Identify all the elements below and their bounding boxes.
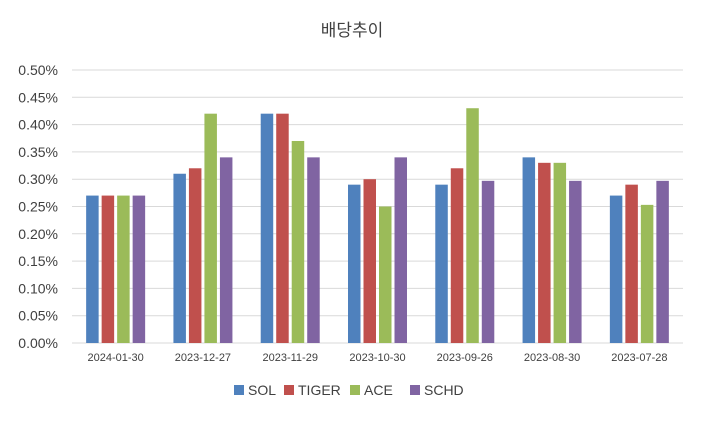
- y-tick-label: 0.10%: [18, 280, 58, 296]
- bar-schd-2023-07-28: [656, 180, 669, 343]
- bar-ace-2023-07-28: [640, 204, 654, 343]
- bar-sol-2023-10-30: [348, 184, 361, 343]
- legend-swatch-schd: [410, 385, 420, 395]
- x-tick-label: 2023-12-27: [175, 352, 231, 364]
- bar-schd-2024-01-30: [132, 195, 146, 343]
- bar-ace-2024-01-30: [117, 195, 130, 343]
- chart-title: 배당추이: [321, 21, 384, 41]
- y-tick-label: 0.15%: [18, 253, 58, 269]
- legend-swatch-sol: [234, 385, 244, 395]
- bar-ace-2023-08-30: [553, 162, 567, 343]
- x-axis-ticks: 2024-01-30 2023-12-27 2023-11-29 2023-10-30…: [88, 352, 668, 364]
- bar-sol-2023-07-28: [609, 195, 623, 343]
- bar-ace-2023-09-26: [466, 108, 479, 343]
- y-tick-label: 0.45%: [18, 89, 58, 105]
- bar-tiger-2023-09-26: [450, 168, 464, 343]
- y-tick-label: 0.25%: [18, 199, 58, 215]
- bar-schd-2023-12-27: [219, 157, 233, 343]
- legend: SOL TIGER ACE SCHD: [234, 382, 464, 398]
- bar-schd-2023-11-29: [307, 157, 320, 343]
- bar-ace-2023-10-30: [379, 206, 392, 343]
- bar-schd-2023-08-30: [569, 180, 582, 343]
- bar-tiger-2023-12-27: [188, 168, 202, 343]
- bar-sol-2024-01-30: [86, 195, 99, 343]
- y-tick-label: 0.50%: [18, 62, 58, 78]
- gridlines: [72, 69, 683, 344]
- bar-sol-2023-09-26: [435, 184, 448, 343]
- y-tick-label: 0.20%: [18, 226, 58, 242]
- bar-sol-2023-08-30: [522, 157, 536, 343]
- legend-swatch-tiger: [284, 385, 294, 395]
- y-tick-label: 0.40%: [18, 117, 58, 133]
- y-axis-ticks: 0.00% 0.05% 0.10% 0.15% 0.20% 0.25% 0.30% 0.35%…: [18, 62, 58, 351]
- bar-tiger-2023-10-30: [363, 179, 376, 343]
- y-tick-label: 0.00%: [18, 335, 58, 351]
- x-tick-label: 2023-07-28: [611, 352, 667, 364]
- x-tick-label: 2023-09-26: [437, 352, 493, 364]
- bars: [86, 108, 669, 344]
- legend-label-tiger: TIGER: [298, 382, 341, 398]
- bar-tiger-2023-11-29: [276, 113, 289, 344]
- bar-tiger-2023-07-28: [625, 184, 638, 343]
- bar-schd-2023-10-30: [394, 157, 407, 343]
- x-tick-label: 2023-08-30: [524, 352, 580, 364]
- y-tick-label: 0.05%: [18, 308, 58, 324]
- legend-label-ace: ACE: [364, 382, 393, 398]
- legend-label-schd: SCHD: [424, 382, 464, 398]
- y-tick-label: 0.30%: [18, 171, 58, 187]
- x-tick-label: 2024-01-30: [88, 352, 144, 364]
- bar-ace-2023-12-27: [204, 113, 217, 344]
- bar-schd-2023-09-26: [481, 180, 495, 343]
- legend-label-sol: SOL: [248, 382, 276, 398]
- bar-tiger-2023-08-30: [538, 162, 551, 343]
- x-tick-label: 2023-10-30: [349, 352, 405, 364]
- y-tick-label: 0.35%: [18, 144, 58, 160]
- bar-tiger-2024-01-30: [101, 195, 115, 343]
- bar-ace-2023-11-29: [291, 140, 305, 343]
- bar-sol-2023-11-29: [260, 113, 274, 344]
- x-tick-label: 2023-11-29: [262, 352, 317, 364]
- bar-sol-2023-12-27: [173, 173, 186, 343]
- legend-swatch-ace: [350, 385, 360, 395]
